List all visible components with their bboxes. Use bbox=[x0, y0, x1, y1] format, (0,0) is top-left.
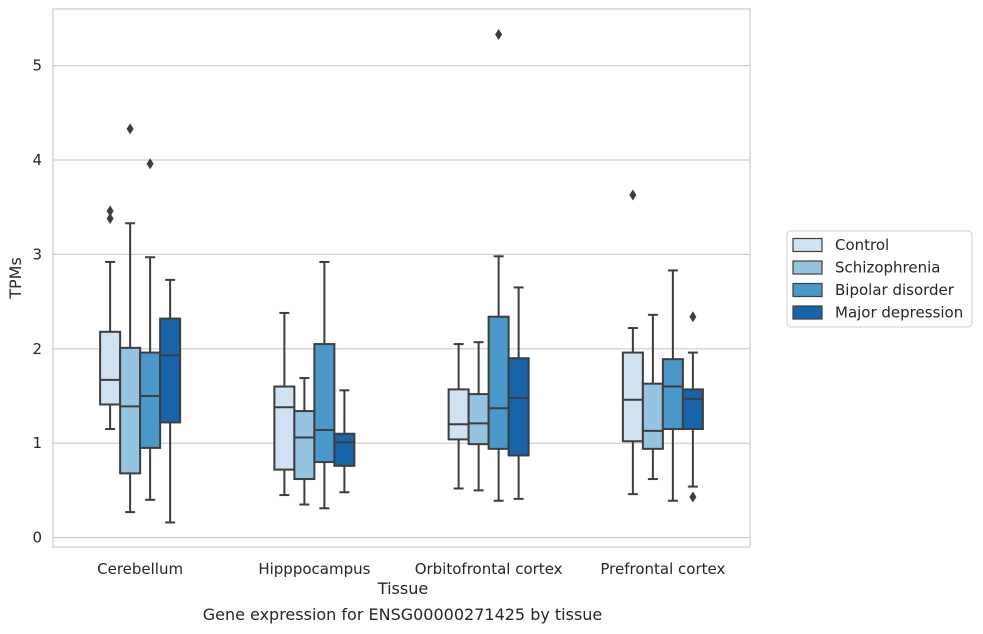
box-iqr bbox=[641, 382, 664, 450]
box-iqr bbox=[119, 346, 142, 475]
outlier-point bbox=[146, 158, 154, 170]
box-iqr bbox=[293, 410, 316, 481]
box-iqr bbox=[333, 432, 356, 467]
y-tick-label: 3 bbox=[32, 245, 42, 263]
box-major-depression bbox=[507, 286, 530, 500]
x-tick-label: Cerebellum bbox=[97, 560, 183, 578]
box-schizophrenia bbox=[641, 313, 664, 481]
legend-label: Major depression bbox=[835, 304, 963, 322]
y-tick-label: 0 bbox=[32, 529, 42, 547]
box-bipolar-disorder bbox=[661, 269, 684, 502]
y-tick-label: 1 bbox=[32, 434, 42, 452]
box-iqr bbox=[99, 330, 122, 406]
box-iqr bbox=[661, 358, 684, 431]
y-tick-label: 2 bbox=[32, 340, 42, 358]
box-bipolar-disorder bbox=[487, 28, 510, 502]
box-major-depression bbox=[333, 389, 356, 494]
outlier-point bbox=[689, 311, 697, 323]
y-axis-ticks: 0 1 2 3 4 5 bbox=[32, 57, 42, 547]
legend: Control Schizophrenia Bipolar disorder Majo… bbox=[786, 230, 973, 328]
box-control bbox=[447, 343, 470, 490]
y-axis-title: TPMs bbox=[6, 257, 25, 300]
legend-swatch bbox=[792, 282, 823, 298]
box-iqr bbox=[139, 351, 162, 449]
box-iqr bbox=[621, 351, 644, 443]
box-major-depression bbox=[159, 278, 182, 524]
box-control bbox=[621, 189, 644, 496]
plot-area-frame bbox=[52, 8, 751, 548]
legend-swatch bbox=[792, 260, 823, 275]
grid-lines bbox=[53, 65, 750, 539]
x-axis-ticks: Cerebellum Hipppocampus Orbitofrontal cort… bbox=[97, 560, 725, 578]
legend-label: Schizophrenia bbox=[835, 259, 940, 277]
outlier-point bbox=[495, 28, 503, 40]
outlier-point bbox=[126, 123, 134, 135]
box-iqr bbox=[313, 343, 336, 464]
y-tick-label: 5 bbox=[32, 57, 42, 75]
box-iqr bbox=[447, 388, 470, 441]
box-iqr bbox=[507, 357, 530, 457]
box-schizophrenia bbox=[467, 341, 490, 492]
box-schizophrenia bbox=[293, 377, 316, 506]
outlier-point bbox=[106, 213, 114, 225]
box-major-depression bbox=[681, 311, 704, 503]
outlier-point bbox=[689, 491, 697, 503]
boxes bbox=[99, 28, 704, 524]
legend-swatch bbox=[792, 305, 823, 320]
legend-label: Bipolar disorder bbox=[835, 281, 955, 299]
outlier-point bbox=[629, 189, 637, 201]
box-iqr bbox=[159, 317, 182, 424]
outlier-point bbox=[106, 205, 114, 217]
figure-caption: Gene expression for ENSG00000271425 by t… bbox=[202, 605, 603, 624]
x-tick-label: Orbitofrontal cortex bbox=[415, 560, 563, 578]
y-tick-label: 4 bbox=[32, 151, 42, 169]
legend-label: Control bbox=[835, 236, 889, 254]
box-bipolar-disorder bbox=[139, 158, 162, 501]
box-control bbox=[273, 311, 296, 497]
legend-frame bbox=[786, 230, 973, 328]
box-iqr bbox=[467, 393, 490, 446]
box-bipolar-disorder bbox=[313, 260, 336, 510]
box-iqr bbox=[273, 385, 296, 471]
box-control bbox=[99, 205, 122, 431]
x-tick-label: Hipppocampus bbox=[258, 560, 370, 578]
x-axis-title: Tissue bbox=[377, 579, 428, 598]
legend-swatch bbox=[792, 237, 823, 253]
box-iqr bbox=[681, 388, 704, 431]
box-schizophrenia bbox=[119, 123, 142, 514]
box-iqr bbox=[487, 315, 510, 450]
x-tick-label: Prefrontal cortex bbox=[600, 560, 725, 578]
